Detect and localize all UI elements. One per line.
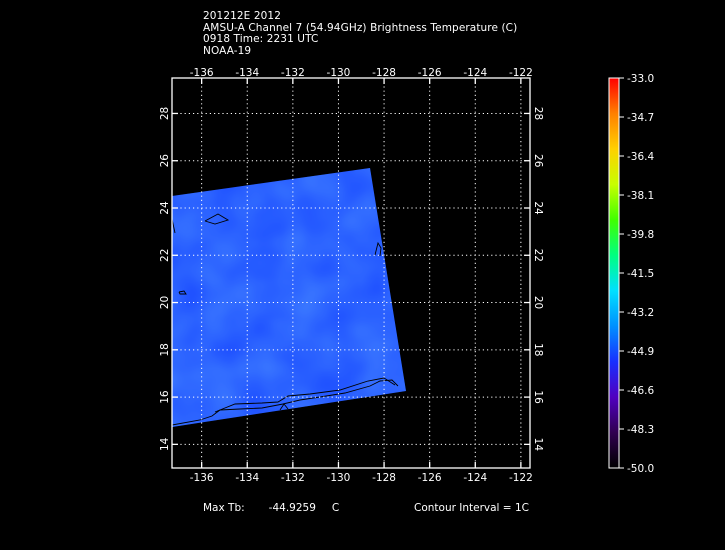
contour-lines (172, 213, 399, 426)
lon-label: -132 (281, 67, 305, 79)
lat-label: 14 (532, 438, 544, 452)
lon-label: -122 (509, 67, 533, 79)
colorbar-labels: -33.0 -34.7 -36.4 -38.1 -39.8 -41.5 -43.2 -44.9… (619, 73, 654, 475)
colorbar-label: -43.2 (627, 307, 654, 319)
colorbar-label: -34.7 (627, 112, 654, 124)
lat-labels-right: 14 16 18 20 22 24 26 28 (532, 107, 544, 452)
lon-labels-bottom: -136 -134 -132 -130 -128 -126 -124 -122 (190, 472, 533, 484)
lat-label: 24 (159, 201, 171, 215)
max-tb-unit: C (331, 502, 340, 514)
colorbar-label: -50.0 (627, 463, 654, 475)
colorbar-label: -36.4 (627, 151, 654, 163)
lat-labels-left: 14 16 18 20 22 24 26 28 (159, 107, 171, 451)
lat-label: 22 (159, 249, 171, 262)
lon-label: -124 (463, 472, 487, 484)
colorbar-label: -46.6 (627, 385, 654, 397)
lon-label: -132 (281, 472, 305, 484)
lon-label: -134 (235, 472, 259, 484)
lon-label: -126 (418, 67, 442, 79)
colorbar-label: -33.0 (627, 73, 654, 85)
lon-label: -126 (418, 472, 442, 484)
title-line-time: 0918 Time: 2231 UTC (203, 33, 319, 45)
lat-label: 28 (532, 107, 544, 120)
colorbar-label: -38.1 (627, 190, 654, 202)
lon-label: -134 (235, 67, 259, 79)
lat-label: 26 (159, 154, 171, 168)
lon-label: -136 (190, 472, 214, 484)
lon-label: -136 (190, 67, 214, 79)
lon-label: -128 (372, 472, 396, 484)
colorbar-label: -41.5 (627, 268, 654, 280)
lon-labels-top: -136 -134 -132 -130 -128 -126 -124 -122 (190, 67, 533, 79)
title-line-storm: 201212E 2012 (203, 10, 281, 22)
lat-label: 20 (532, 296, 544, 309)
lat-label: 14 (159, 437, 171, 451)
max-tb-label: Max Tb: (203, 502, 245, 514)
lat-label: 16 (159, 390, 171, 404)
colorbar-label: -44.9 (627, 346, 654, 358)
title-line-product: AMSU-A Channel 7 (54.94GHz) Brightness T… (203, 21, 518, 34)
colorbar-label: -39.8 (627, 229, 654, 241)
title-block: 201212E 2012 AMSU-A Channel 7 (54.94GHz)… (203, 10, 518, 57)
colorbar (608, 77, 620, 469)
map-frame (171, 77, 531, 469)
lat-label: 24 (532, 201, 544, 215)
swath-texture (172, 168, 406, 427)
lon-label: -128 (372, 67, 396, 79)
contour-interval: Contour Interval = 1C (414, 502, 529, 514)
lon-label: -122 (509, 472, 533, 484)
lat-label: 18 (159, 343, 171, 356)
lat-label: 26 (532, 154, 544, 168)
axis-ticks (172, 78, 530, 468)
lon-label: -130 (327, 67, 351, 79)
max-tb-readout: Max Tb: -44.9259 C (203, 502, 339, 514)
lat-label: 18 (532, 343, 544, 356)
colorbar-label: -48.3 (627, 424, 654, 436)
lat-label: 22 (532, 249, 544, 262)
lat-label: 28 (159, 107, 171, 120)
title-line-satellite: NOAA-19 (203, 44, 252, 57)
lat-label: 16 (532, 390, 544, 404)
lon-label: -124 (463, 67, 487, 79)
lat-label: 20 (159, 296, 171, 309)
max-tb-value: -44.9259 (268, 502, 316, 514)
swath-layer (172, 168, 406, 427)
lon-label: -130 (327, 472, 351, 484)
graticule (172, 78, 530, 468)
